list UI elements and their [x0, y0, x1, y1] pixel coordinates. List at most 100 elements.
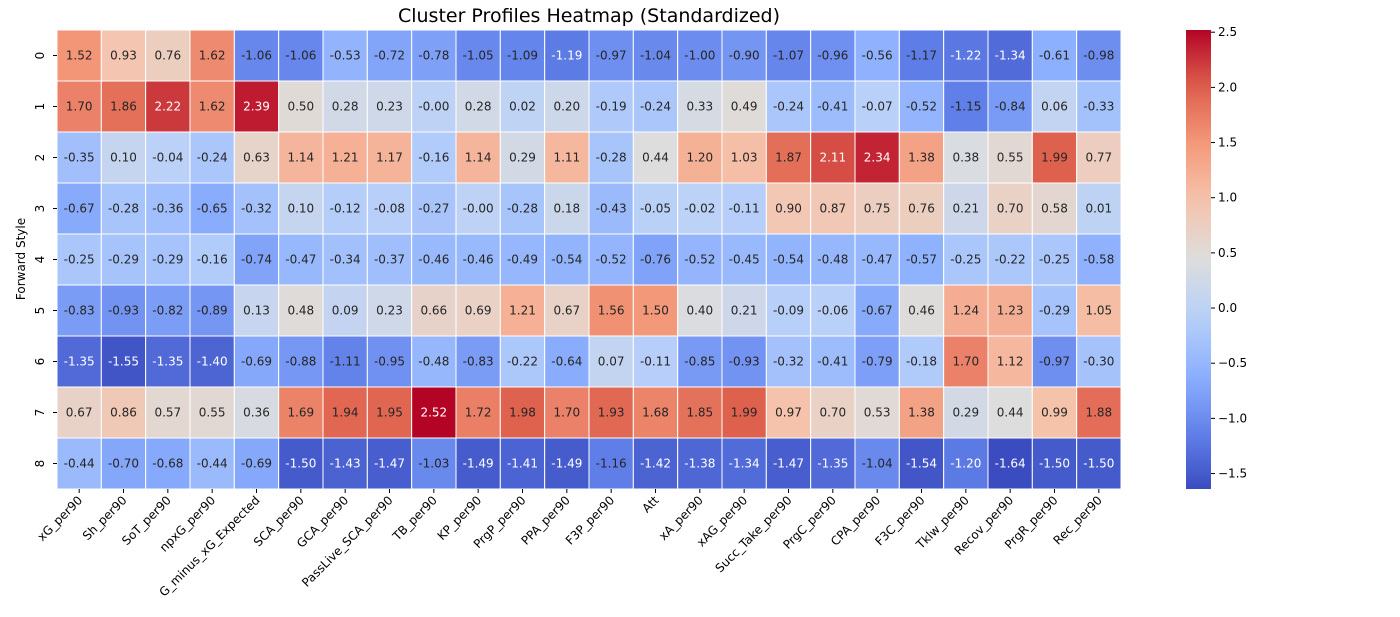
- cell-value-label: -0.19: [596, 100, 627, 114]
- cell-value-label: -0.53: [330, 49, 361, 63]
- cell-value-label: 1.70: [952, 355, 979, 369]
- cell-value-label: 0.29: [952, 406, 979, 420]
- heatmap-cell: [943, 386, 989, 439]
- column-tick-label: Att: [639, 493, 661, 515]
- heatmap-cell: [632, 437, 679, 490]
- heatmap-cell: [278, 335, 324, 388]
- cell-value-label: 0.40: [686, 304, 713, 318]
- cell-value-label: -1.07: [773, 49, 804, 63]
- cell-value-label: -0.29: [1039, 304, 1070, 318]
- heatmap-cell: [1076, 80, 1122, 133]
- heatmap-cell: [56, 335, 102, 388]
- heatmap-cell: [677, 386, 723, 439]
- cell-value-label: -0.83: [64, 304, 95, 318]
- heatmap-cell: [411, 233, 457, 286]
- heatmap-cell: [1076, 437, 1122, 490]
- row-tick-label: 3: [33, 205, 47, 213]
- heatmap-cell: [1076, 131, 1122, 184]
- cell-value-label: -0.85: [684, 355, 715, 369]
- heatmap-cell: [1076, 386, 1122, 439]
- cell-value-label: 0.28: [332, 100, 359, 114]
- cell-value-label: 1.14: [465, 151, 492, 165]
- cell-value-label: 2.39: [243, 100, 270, 114]
- heatmap-cell: [854, 386, 900, 439]
- heatmap-cell: [366, 284, 413, 337]
- cell-value-label: 0.93: [110, 49, 137, 63]
- cell-value-label: 0.67: [66, 406, 93, 420]
- heatmap-cell: [189, 182, 235, 235]
- chart-title: Cluster Profiles Heatmap (Standardized): [398, 5, 780, 27]
- cell-value-label: 0.99: [1041, 406, 1068, 420]
- cell-value-label: 0.10: [110, 151, 137, 165]
- cell-value-label: -0.67: [64, 202, 95, 216]
- cell-value-label: -0.32: [241, 202, 272, 216]
- cell-value-label: -1.50: [1083, 457, 1114, 471]
- heatmap-cell: [322, 335, 368, 388]
- heatmap-cell: [1076, 29, 1122, 82]
- heatmap-cell: [278, 284, 324, 337]
- colorbar-tick-label: 2.0: [1218, 80, 1237, 94]
- cell-value-label: -0.08: [374, 202, 405, 216]
- cell-value-label: -1.35: [64, 355, 95, 369]
- cell-value-label: 0.55: [997, 151, 1024, 165]
- cell-value-label: -0.35: [64, 151, 95, 165]
- heatmap-cell: [499, 386, 546, 439]
- cell-value-label: 0.28: [465, 100, 492, 114]
- heatmap-cell: [721, 437, 767, 490]
- cell-value-label: -0.29: [108, 253, 139, 267]
- heatmap-cell: [100, 335, 147, 388]
- heatmap-cell: [145, 182, 191, 235]
- heatmap-cell: [854, 182, 900, 235]
- heatmap-cell: [499, 233, 546, 286]
- cell-value-label: -0.78: [418, 49, 449, 63]
- cell-value-label: -0.56: [862, 49, 893, 63]
- cell-value-label: -0.22: [995, 253, 1026, 267]
- cell-value-label: 1.03: [731, 151, 758, 165]
- cell-value-label: -1.00: [684, 49, 715, 63]
- column-tick-label: PassLive_SCA_per90: [299, 493, 395, 589]
- heatmap-cell: [943, 29, 989, 82]
- heatmap-cell: [322, 233, 368, 286]
- heatmap-cell: [455, 29, 501, 82]
- cell-value-label: -0.12: [330, 202, 361, 216]
- cell-value-label: 0.58: [1041, 202, 1068, 216]
- colorbar-gradient: [1186, 30, 1211, 489]
- heatmap-cell: [898, 386, 945, 439]
- heatmap-cell: [322, 182, 368, 235]
- heatmap-cell: [854, 335, 900, 388]
- cell-value-label: -0.70: [108, 457, 139, 471]
- cell-value-label: 0.77: [1085, 151, 1112, 165]
- heatmap-cell: [854, 131, 900, 184]
- heatmap-cell: [987, 131, 1033, 184]
- cell-value-label: 2.52: [420, 406, 447, 420]
- cell-value-label: -1.06: [241, 49, 272, 63]
- heatmap-cell: [56, 29, 102, 82]
- heatmap-cell: [145, 335, 191, 388]
- cell-value-label: 0.63: [243, 151, 270, 165]
- heatmap-cell: [411, 182, 457, 235]
- cell-value-label: -1.06: [285, 49, 316, 63]
- heatmap-cell: [632, 386, 679, 439]
- heatmap-cell: [56, 182, 102, 235]
- row-tick-label: 7: [33, 409, 47, 417]
- cell-value-label: 0.10: [287, 202, 314, 216]
- colorbar: 2.5 2.0 1.5 1.0 0.5 0.0 −0.5 −1.0 −1.5: [1186, 25, 1247, 489]
- heatmap-cell: [278, 233, 324, 286]
- cell-value-label: -0.32: [773, 355, 804, 369]
- heatmap-cell: [898, 131, 945, 184]
- cell-value-label: 0.18: [553, 202, 580, 216]
- cell-value-label: -0.29: [152, 253, 183, 267]
- heatmap-cell: [544, 182, 590, 235]
- cell-value-label: -0.16: [418, 151, 449, 165]
- heatmap-cell: [810, 131, 856, 184]
- cell-value-label: -0.02: [684, 202, 715, 216]
- cell-value-label: 0.69: [465, 304, 492, 318]
- cell-value-label: -0.09: [773, 304, 804, 318]
- cell-value-label: -0.47: [285, 253, 316, 267]
- heatmap-cell: [100, 437, 147, 490]
- heatmap-cell: [854, 29, 900, 82]
- cell-value-label: 0.01: [1085, 202, 1112, 216]
- heatmap-cell: [1031, 386, 1078, 439]
- cell-value-label: 1.23: [997, 304, 1024, 318]
